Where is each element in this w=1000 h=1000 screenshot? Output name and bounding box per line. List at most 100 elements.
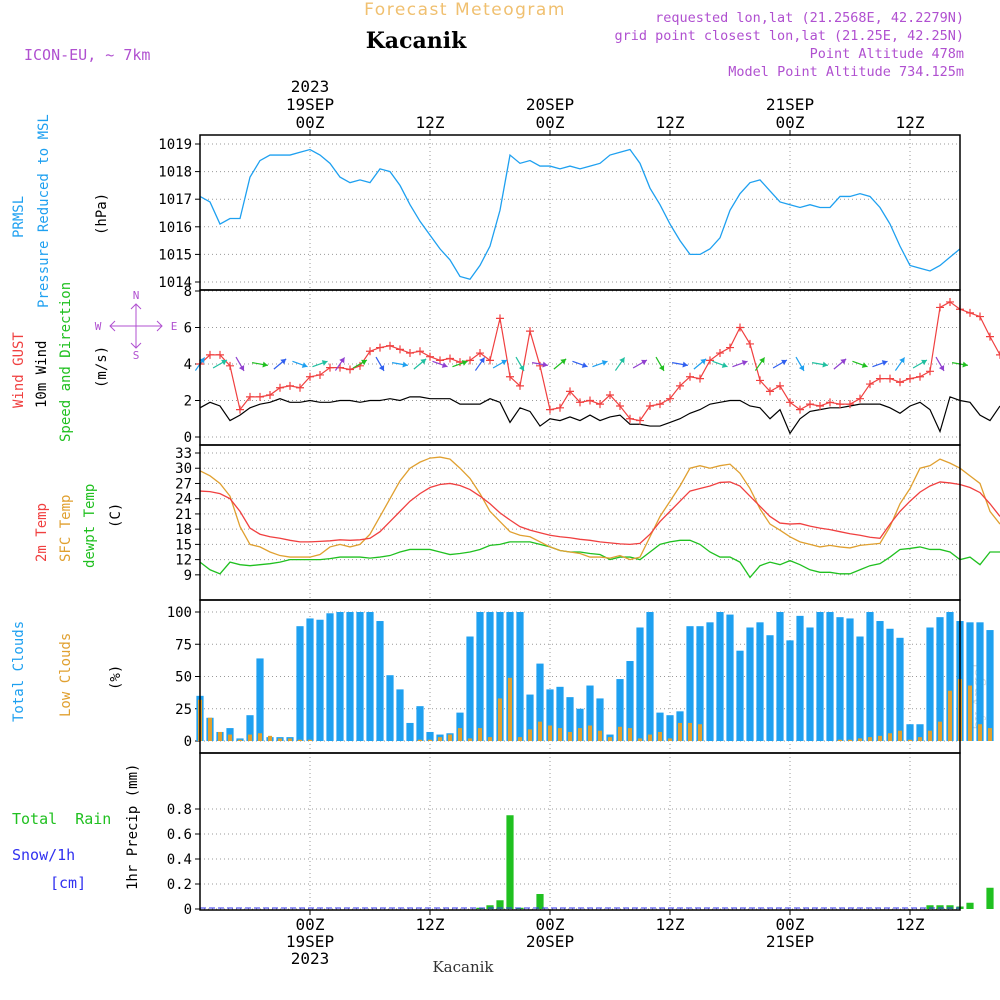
wind-arrow-2 <box>212 359 228 369</box>
gust-marker-19 <box>386 341 394 350</box>
total-cloud-bar-78 <box>976 622 984 741</box>
panel-frame-wind <box>199 289 961 446</box>
total-cloud-bar-56 <box>756 622 764 741</box>
total-cloud-bar-75 <box>946 612 954 741</box>
wind-arrow-64 <box>833 358 847 370</box>
gust-marker-61 <box>806 400 814 409</box>
total-cloud-bar-26 <box>456 712 464 741</box>
wind-arrow-68 <box>872 360 888 368</box>
compass-w: W <box>95 320 102 333</box>
ytick-label-precip-0: 0 <box>184 902 192 918</box>
wind-arrow-head-48 <box>682 361 688 368</box>
low-cloud-bar-6 <box>257 733 263 741</box>
wind-arrow-head-4 <box>238 365 245 371</box>
wind-arrow-head-28 <box>479 357 485 364</box>
plot-area: 1014101510161017101810190246891215182124… <box>158 77 1000 968</box>
precip-labels: Total Rain Snow/1h [cm] 1hr Precip (mm) <box>12 764 141 892</box>
total-cloud-bar-11 <box>306 618 314 741</box>
total-cloud-bar-54 <box>736 650 744 741</box>
gust-marker-45 <box>646 401 654 410</box>
bottom-time-label-0-2: 2023 <box>291 949 330 968</box>
wind-arrow-head-52 <box>721 362 728 368</box>
wind-arrow-56 <box>754 357 766 371</box>
total-cloud-bar-57 <box>766 635 774 741</box>
compass-arrows-icon <box>109 303 163 349</box>
wind-arrow-10 <box>292 360 308 368</box>
wind-arrow-head-46 <box>658 365 665 371</box>
wind-arrow-14 <box>334 357 346 371</box>
total-cloud-bar-30 <box>496 612 504 741</box>
total-cloud-bar-79 <box>986 630 994 741</box>
total-cloud-bar-59 <box>786 640 794 741</box>
temp-labels: 2m Temp SFC Temp dewpt Temp (C) <box>34 484 124 568</box>
total-cloud-bar-37 <box>566 697 574 741</box>
wind-arrow-head-68 <box>881 360 888 366</box>
dewpt-line <box>199 539 1000 579</box>
ytick-label-temp-3: 18 <box>175 522 192 538</box>
gust-marker-5 <box>246 392 254 401</box>
cloud-label-total: Total Clouds <box>11 621 27 722</box>
low-cloud-bar-37 <box>567 731 573 741</box>
top-time-label-4-1: 00Z <box>776 113 805 132</box>
low-cloud-bar-43 <box>627 728 633 741</box>
wind-speed-line <box>199 396 1000 435</box>
wind-arrow-head-26 <box>461 360 468 366</box>
wind-arrow-18 <box>375 356 385 372</box>
total-cloud-bar-32 <box>516 612 524 741</box>
wind-arrow-head-44 <box>641 359 647 366</box>
ytick-label-temp-0: 9 <box>184 568 192 584</box>
gust-marker-41 <box>606 391 614 400</box>
gust-marker-1 <box>206 350 214 359</box>
low-cloud-bar-41 <box>607 737 613 741</box>
total-cloud-bar-15 <box>346 612 354 741</box>
total-cloud-bar-68 <box>876 621 884 741</box>
total-cloud-bar-14 <box>336 612 344 741</box>
low-cloud-bar-1 <box>207 717 213 741</box>
wind-arrow-30 <box>492 359 508 369</box>
wind-arrow-head-10 <box>301 362 308 368</box>
ytick-label-pressure-5: 1019 <box>158 137 192 153</box>
low-cloud-bar-11 <box>307 739 313 741</box>
low-cloud-bar-45 <box>647 734 653 741</box>
wind-arrow-4 <box>235 356 245 372</box>
wind-arrow-42 <box>614 357 626 371</box>
total-cloud-bar-31 <box>506 612 514 741</box>
wind-arrow-head-14 <box>339 357 345 364</box>
wind-arrow-28 <box>474 357 486 371</box>
wind-arrow-62 <box>812 361 828 368</box>
gust-marker-56 <box>756 376 764 385</box>
gust-marker-10 <box>296 383 304 392</box>
ytick-label-precip-4: 0.8 <box>167 802 192 818</box>
top-time-label-1-0: 12Z <box>416 113 445 132</box>
wind-arrow-head-40 <box>601 360 608 366</box>
total-cloud-bar-46 <box>656 712 664 741</box>
gust-marker-43 <box>626 414 634 423</box>
low-cloud-bar-10 <box>297 739 303 741</box>
wind-arrow-24 <box>432 360 448 368</box>
wind-arrow-6 <box>252 361 268 368</box>
total-cloud-bar-47 <box>666 715 674 741</box>
gust-marker-36 <box>556 403 564 412</box>
wind-arrow-head-32 <box>518 365 525 371</box>
top-time-label-2-0: 20SEP <box>526 95 574 114</box>
total-cloud-bar-5 <box>246 715 254 741</box>
bottom-time-label-2-0: 00Z <box>536 915 565 934</box>
gust-marker-37 <box>566 387 574 396</box>
gust-marker-70 <box>896 378 904 387</box>
gust-marker-57 <box>766 387 774 396</box>
bottom-time-label-0-0: 00Z <box>296 915 325 934</box>
gust-marker-2 <box>216 350 224 359</box>
total-cloud-bar-43 <box>626 661 634 741</box>
rain-bar-29 <box>486 905 494 909</box>
total-cloud-bar-50 <box>696 626 704 741</box>
low-cloud-bar-32 <box>517 737 523 741</box>
total-cloud-bar-45 <box>646 612 654 741</box>
low-cloud-bar-38 <box>577 728 583 741</box>
low-cloud-bar-71 <box>907 739 913 741</box>
gust-marker-75 <box>946 297 954 306</box>
low-cloud-bar-66 <box>857 738 863 741</box>
chart-title: Forecast Meteogram <box>364 0 566 20</box>
low-cloud-bar-2 <box>217 731 223 741</box>
